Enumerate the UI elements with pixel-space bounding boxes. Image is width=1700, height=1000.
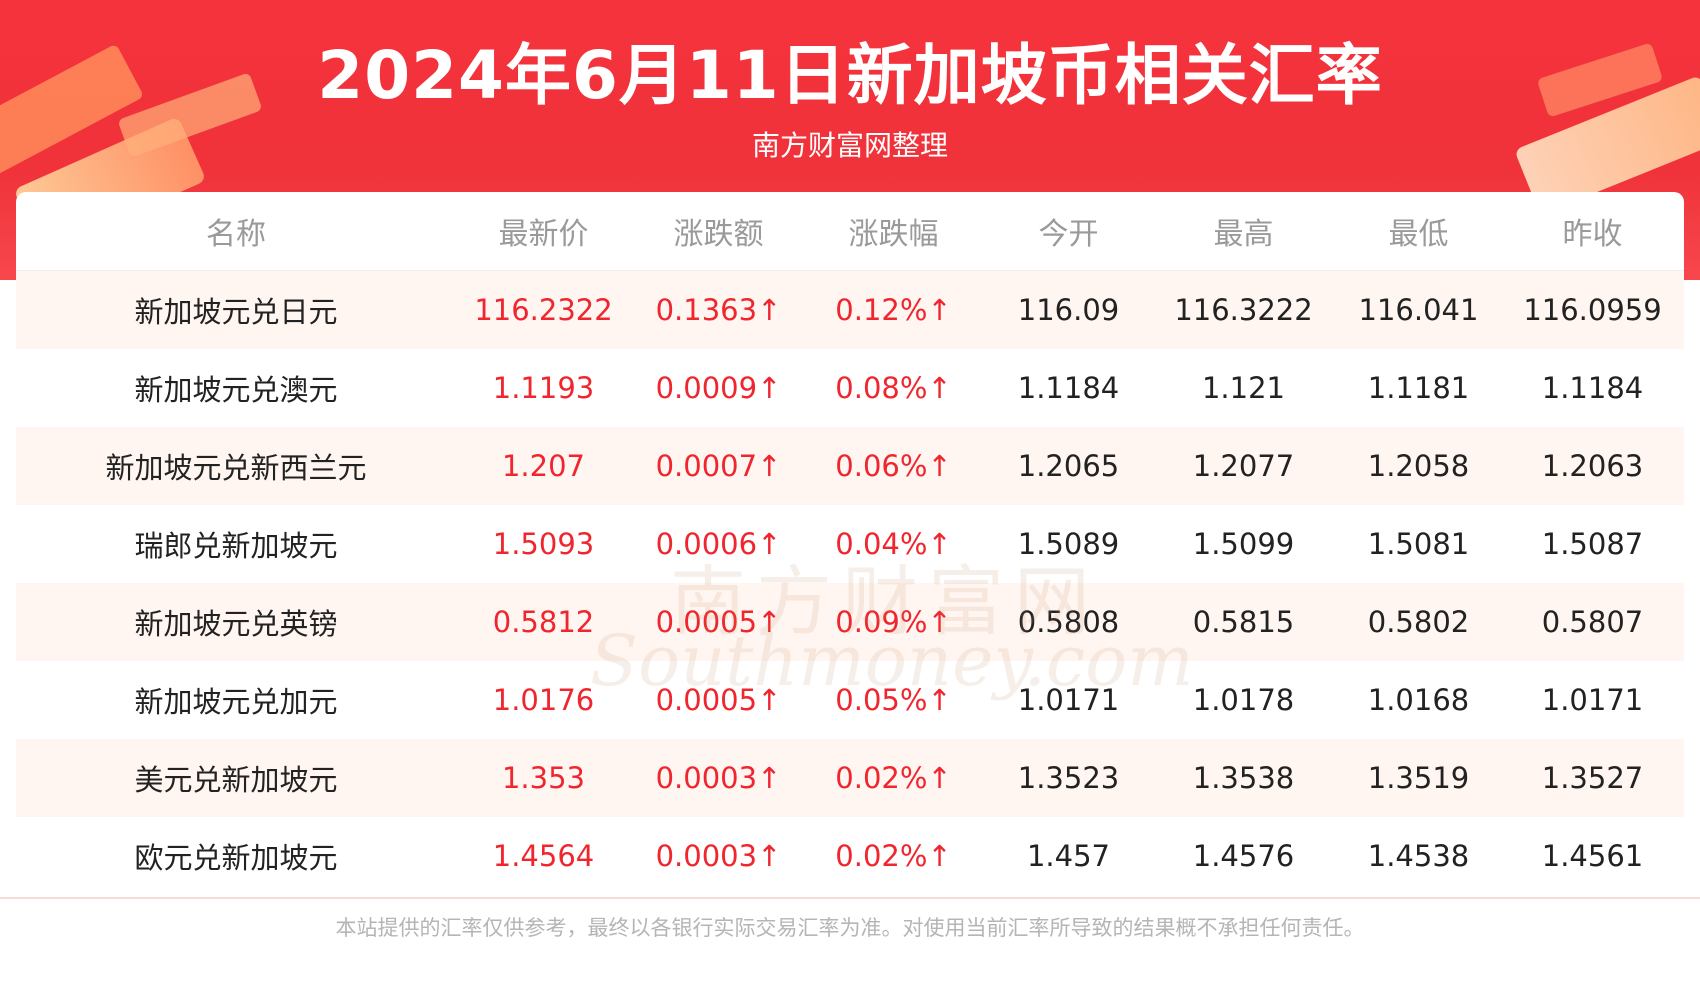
high-price: 1.2077: [1192, 449, 1295, 483]
change-percent: 0.02%↑: [835, 761, 952, 795]
change-amount: 0.0003↑: [655, 761, 782, 795]
open-price: 1.0171: [1017, 683, 1120, 717]
change-percent: 0.05%↑: [835, 683, 952, 717]
open-price: 116.09: [1017, 293, 1120, 327]
table-row: 新加坡元兑加元 1.0176 0.0005↑ 0.05%↑ 1.0171 1.0…: [16, 661, 1684, 739]
change-percent: 0.12%↑: [835, 293, 952, 327]
currency-pair: 欧元兑新加坡元: [134, 841, 338, 875]
change-amount: 0.0007↑: [655, 449, 782, 483]
latest-price: 116.2322: [474, 293, 613, 327]
prev-close: 1.5087: [1541, 527, 1644, 561]
change-amount: 0.0005↑: [655, 683, 782, 717]
change-percent: 0.04%↑: [835, 527, 952, 561]
high-price: 1.3538: [1192, 761, 1295, 795]
low-price: 1.4538: [1367, 839, 1470, 873]
latest-price: 1.353: [501, 761, 586, 795]
low-price: 1.0168: [1367, 683, 1470, 717]
table-row: 欧元兑新加坡元 1.4564 0.0003↑ 0.02%↑ 1.457 1.45…: [16, 817, 1684, 895]
open-price: 1.2065: [1017, 449, 1120, 483]
prev-close: 1.2063: [1541, 449, 1644, 483]
high-price: 1.4576: [1192, 839, 1295, 873]
table-row: 瑞郎兑新加坡元 1.5093 0.0006↑ 0.04%↑ 1.5089 1.5…: [16, 505, 1684, 583]
table-row: 新加坡元兑英镑 0.5812 0.0005↑ 0.09%↑ 0.5808 0.5…: [16, 583, 1684, 661]
latest-price: 0.5812: [492, 605, 595, 639]
change-percent: 0.06%↑: [835, 449, 952, 483]
column-header-change: 涨跌额: [673, 217, 764, 252]
prev-close: 1.1184: [1541, 371, 1644, 405]
column-header-prev-close: 昨收: [1562, 217, 1623, 252]
latest-price: 1.207: [501, 449, 586, 483]
change-percent: 0.02%↑: [835, 839, 952, 873]
change-amount: 0.0009↑: [655, 371, 782, 405]
change-percent: 0.08%↑: [835, 371, 952, 405]
latest-price: 1.1193: [492, 371, 595, 405]
column-header-latest: 最新价: [498, 217, 589, 252]
column-header-name: 名称: [206, 217, 266, 252]
open-price: 1.1184: [1017, 371, 1120, 405]
table-row: 新加坡元兑新西兰元 1.207 0.0007↑ 0.06%↑ 1.2065 1.…: [16, 427, 1684, 505]
column-header-change-pct: 涨跌幅: [848, 217, 939, 252]
high-price: 0.5815: [1192, 605, 1295, 639]
high-price: 116.3222: [1174, 293, 1313, 327]
column-header-low: 最低: [1388, 217, 1449, 252]
low-price: 1.1181: [1367, 371, 1470, 405]
disclaimer-text: 本站提供的汇率仅供参考，最终以各银行实际交易汇率为准。对使用当前汇率所导致的结果…: [335, 916, 1365, 940]
open-price: 1.457: [1026, 839, 1111, 873]
high-price: 1.0178: [1192, 683, 1295, 717]
prev-close: 116.0959: [1523, 293, 1662, 327]
open-price: 1.3523: [1017, 761, 1120, 795]
table-row: 新加坡元兑日元 116.2322 0.1363↑ 0.12%↑ 116.09 1…: [16, 271, 1684, 349]
currency-pair: 新加坡元兑加元: [134, 685, 338, 719]
low-price: 1.2058: [1367, 449, 1470, 483]
page-subtitle: 南方财富网整理: [751, 129, 948, 162]
currency-pair: 新加坡元兑英镑: [134, 607, 338, 641]
currency-pair: 美元兑新加坡元: [134, 763, 338, 797]
change-amount: 0.0005↑: [655, 605, 782, 639]
low-price: 1.5081: [1367, 527, 1470, 561]
latest-price: 1.0176: [492, 683, 595, 717]
low-price: 116.041: [1358, 293, 1479, 327]
low-price: 1.3519: [1367, 761, 1470, 795]
prev-close: 0.5807: [1541, 605, 1644, 639]
currency-pair: 瑞郎兑新加坡元: [134, 529, 338, 563]
change-amount: 0.0006↑: [655, 527, 782, 561]
column-header-high: 最高: [1213, 217, 1274, 252]
currency-pair: 新加坡元兑澳元: [134, 373, 338, 407]
latest-price: 1.5093: [492, 527, 595, 561]
table-header: 名称 最新价 涨跌额 涨跌幅 今开 最高 最低 昨收: [16, 192, 1684, 271]
open-price: 0.5808: [1017, 605, 1120, 639]
change-amount: 0.1363↑: [655, 293, 782, 327]
high-price: 1.5099: [1192, 527, 1295, 561]
column-header-open: 今开: [1038, 217, 1099, 252]
change-amount: 0.0003↑: [655, 839, 782, 873]
currency-pair: 新加坡元兑新西兰元: [105, 451, 367, 485]
table-row: 新加坡元兑澳元 1.1193 0.0009↑ 0.08%↑ 1.1184 1.1…: [16, 349, 1684, 427]
latest-price: 1.4564: [492, 839, 595, 873]
page-title: 2024年6月11日新加坡币相关汇率: [317, 37, 1383, 114]
open-price: 1.5089: [1017, 527, 1120, 561]
currency-pair: 新加坡元兑日元: [134, 295, 338, 329]
low-price: 0.5802: [1367, 605, 1470, 639]
prev-close: 1.3527: [1541, 761, 1644, 795]
high-price: 1.121: [1201, 371, 1286, 405]
change-percent: 0.09%↑: [835, 605, 952, 639]
prev-close: 1.0171: [1541, 683, 1644, 717]
rate-table: 名称 最新价 涨跌额 涨跌幅 今开 最高 最低 昨收 新加坡元兑日元 116.2…: [16, 192, 1684, 898]
prev-close: 1.4561: [1541, 839, 1644, 873]
table-row: 美元兑新加坡元 1.353 0.0003↑ 0.02%↑ 1.3523 1.35…: [16, 739, 1684, 817]
footer-divider: [0, 897, 1700, 899]
